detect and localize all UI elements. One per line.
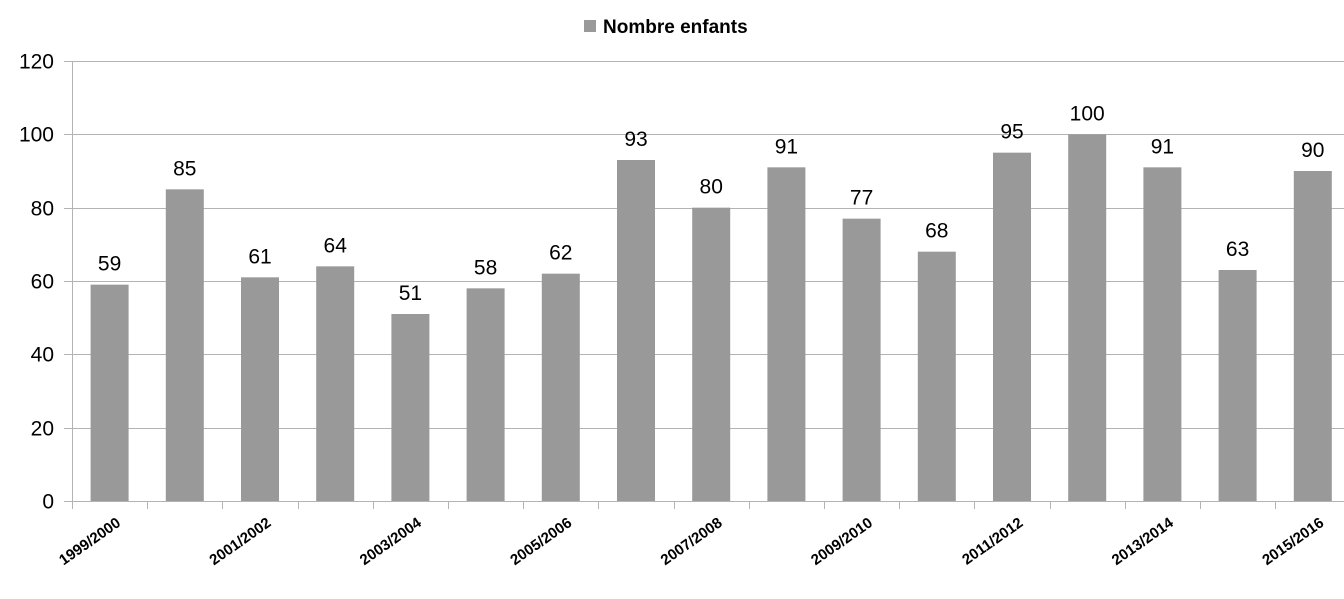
- bar-2006/2007: [617, 160, 655, 501]
- x-axis: 1999/2000 2001/2002 2003/2004 2005/2006 2007…: [56, 501, 1344, 569]
- bar-2007/2008: [692, 207, 731, 501]
- bar-2000/2001: [165, 189, 204, 502]
- y-tick-label: 20: [31, 418, 54, 441]
- bar-2013/2014: [1143, 167, 1182, 502]
- data-label: 59: [98, 253, 121, 276]
- data-label: 62: [549, 242, 572, 265]
- x-tick-label: 2001/2002: [206, 514, 274, 569]
- data-label: 90: [1301, 139, 1324, 162]
- bar-2004/2005: [466, 288, 505, 501]
- data-label: 100: [1070, 102, 1105, 125]
- bar-2005/2006: [541, 273, 580, 501]
- bar-1999/2000: [90, 284, 129, 501]
- y-tick-label: 120: [19, 51, 54, 74]
- data-label: 64: [324, 234, 348, 257]
- bar-2010/2011: [917, 251, 956, 501]
- x-tick-label: 1999/2000: [56, 514, 124, 569]
- data-label: 80: [700, 176, 723, 199]
- y-tick-label: 80: [31, 198, 54, 221]
- bar-2008/2009: [767, 167, 806, 502]
- data-label: 93: [624, 128, 647, 151]
- bar-2003/2004: [391, 314, 430, 501]
- y-axis: 0 20 40 60 80 100 120: [19, 51, 73, 514]
- data-label: 77: [850, 187, 873, 210]
- x-tick-label: 2007/2008: [658, 514, 726, 569]
- data-label: 91: [775, 135, 798, 158]
- legend: Nombre enfants: [584, 17, 748, 38]
- data-label: 85: [173, 157, 196, 180]
- y-tick-label: 40: [31, 344, 54, 367]
- data-label: 68: [925, 220, 948, 243]
- y-tick-label: 100: [19, 124, 54, 147]
- data-label: 51: [399, 282, 422, 305]
- x-tick-label: 2005/2006: [507, 514, 575, 569]
- data-label: 95: [1000, 121, 1023, 144]
- bar-2012/2013: [1068, 134, 1107, 502]
- x-tick-label: 2015/2016: [1259, 514, 1327, 569]
- x-tick-label: 2009/2010: [808, 514, 876, 569]
- bar-2009/2010: [842, 218, 881, 501]
- data-labels: 59 85 61 64 51 58 62 93 80 91 77 68 95 100 91 63 90: [98, 102, 1325, 305]
- legend-label: Nombre enfants: [603, 17, 748, 38]
- legend-swatch: [584, 20, 596, 32]
- bar-2014/2015: [1218, 270, 1257, 501]
- data-label: 58: [474, 256, 497, 279]
- y-tick-label: 0: [42, 491, 54, 514]
- y-tick-label: 60: [31, 271, 54, 294]
- x-tick-label: 2011/2012: [959, 514, 1026, 568]
- bar-2015/2016: [1293, 171, 1332, 501]
- data-label: 91: [1151, 135, 1174, 158]
- bars: [90, 134, 1332, 502]
- data-label: 63: [1226, 238, 1249, 261]
- data-label: 61: [248, 245, 271, 268]
- bar-2002/2003: [316, 266, 355, 501]
- x-tick-label: 2003/2004: [357, 514, 425, 569]
- bar-2001/2002: [241, 277, 279, 501]
- x-tick-label: 2013/2014: [1109, 514, 1177, 569]
- bar-2011/2012: [993, 152, 1031, 501]
